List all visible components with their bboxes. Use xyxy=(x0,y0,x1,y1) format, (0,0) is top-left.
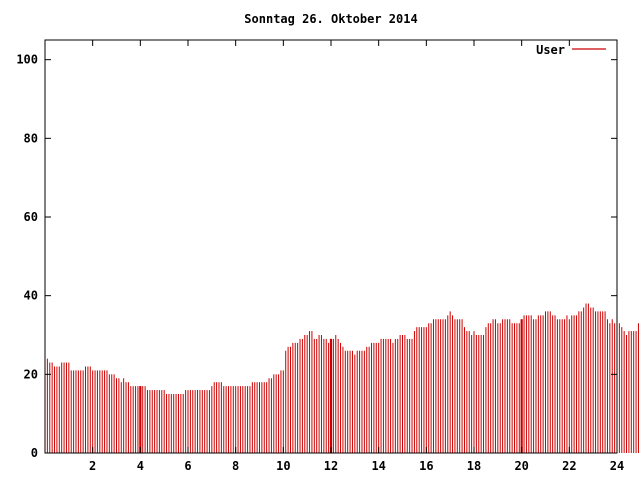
x-tick-label: 8 xyxy=(232,459,239,473)
bar-series-user xyxy=(44,303,639,453)
x-tick-label: 12 xyxy=(324,459,338,473)
x-tick-label: 20 xyxy=(514,459,528,473)
y-tick-label: 80 xyxy=(24,131,38,145)
y-tick-label: 60 xyxy=(24,210,38,224)
x-tick-label: 16 xyxy=(419,459,433,473)
x-tick-label: 4 xyxy=(137,459,144,473)
y-tick-label: 100 xyxy=(16,53,38,67)
chart-title: Sonntag 26. Oktober 2014 xyxy=(244,12,417,26)
x-tick-label: 24 xyxy=(610,459,624,473)
x-tick-label: 6 xyxy=(184,459,191,473)
legend: User xyxy=(536,43,606,57)
legend-label-user: User xyxy=(536,43,565,57)
y-tick-label: 40 xyxy=(24,289,38,303)
x-tick-label: 18 xyxy=(467,459,481,473)
y-tick-label: 20 xyxy=(24,367,38,381)
x-tick-label: 2 xyxy=(89,459,96,473)
x-tick-label: 22 xyxy=(562,459,576,473)
x-tick-label: 14 xyxy=(371,459,385,473)
x-tick-label: 10 xyxy=(276,459,290,473)
y-tick-label: 0 xyxy=(31,446,38,460)
